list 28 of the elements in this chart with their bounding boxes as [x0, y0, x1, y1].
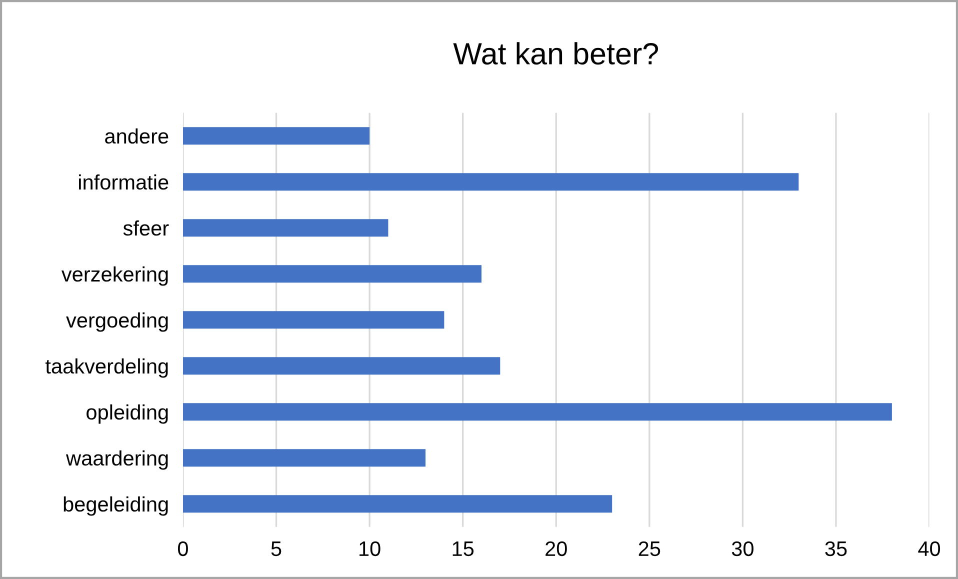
bar	[182, 265, 482, 283]
y-tick-label: andere	[105, 128, 168, 144]
x-tick-label: 35	[825, 541, 847, 556]
y-tick-label: taakverdeling	[45, 358, 168, 378]
bar	[182, 403, 892, 421]
x-tick-label: 20	[546, 541, 567, 556]
x-tick-label: 5	[271, 542, 282, 556]
x-tick-label: 30	[732, 541, 754, 556]
x-tick-label: 25	[638, 541, 660, 556]
y-tick-label: informatie	[79, 174, 168, 190]
y-tick-label: verzekering	[61, 266, 168, 286]
y-tick-label: opleiding	[86, 404, 168, 424]
bar	[182, 495, 612, 513]
bar	[182, 173, 799, 191]
x-tick-label: 15	[452, 542, 474, 556]
x-tick-label: 0	[178, 541, 188, 556]
x-tick-label: 40	[918, 541, 940, 556]
bar	[182, 127, 370, 145]
chart-title: Wat kan beter?	[453, 42, 658, 65]
y-tick-label: sfeer	[123, 220, 169, 236]
bar	[182, 311, 444, 329]
y-tick-label: vergoeding	[66, 312, 168, 332]
x-tick-label: 10	[360, 541, 380, 556]
bar	[182, 219, 388, 237]
y-tick-label: begeleiding	[64, 496, 168, 516]
bar	[182, 449, 426, 467]
bar	[182, 357, 500, 375]
y-tick-label: waardering	[66, 450, 168, 470]
